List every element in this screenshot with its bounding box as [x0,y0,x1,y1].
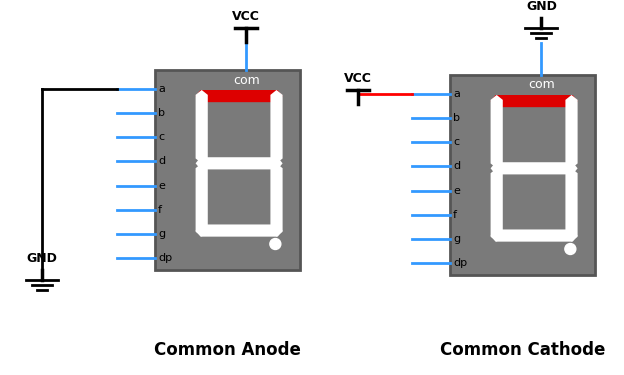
Polygon shape [565,95,578,168]
Bar [450,75,595,275]
Polygon shape [490,162,578,174]
Polygon shape [490,95,578,107]
Text: com: com [528,78,555,92]
Circle shape [270,238,281,249]
Polygon shape [195,90,283,102]
Text: b: b [158,108,165,118]
Text: GND: GND [526,0,557,13]
Text: dp: dp [158,253,172,263]
Polygon shape [195,225,283,237]
Text: com: com [233,74,260,87]
Text: c: c [158,132,164,142]
Polygon shape [565,168,578,242]
Text: g: g [453,234,460,244]
Text: b: b [453,113,460,123]
Polygon shape [490,168,503,242]
Bar [155,70,300,270]
Polygon shape [270,164,283,237]
Polygon shape [270,90,283,164]
Polygon shape [195,157,283,170]
Circle shape [565,243,576,255]
Text: f: f [453,210,457,220]
Polygon shape [490,230,578,242]
Text: f: f [158,205,162,215]
Text: a: a [158,84,165,94]
Text: VCC: VCC [232,10,260,23]
Text: GND: GND [27,252,57,265]
Text: Common Cathode: Common Cathode [440,341,605,359]
Polygon shape [490,95,503,168]
Text: d: d [453,161,460,171]
Polygon shape [195,164,208,237]
Text: e: e [453,186,460,196]
Text: d: d [158,156,165,166]
Text: a: a [453,89,460,99]
Text: g: g [158,229,165,239]
Text: e: e [158,181,165,190]
Polygon shape [195,90,208,164]
Text: VCC: VCC [344,72,372,85]
Text: dp: dp [453,258,467,268]
Text: Common Anode: Common Anode [154,341,301,359]
Text: c: c [453,137,459,147]
